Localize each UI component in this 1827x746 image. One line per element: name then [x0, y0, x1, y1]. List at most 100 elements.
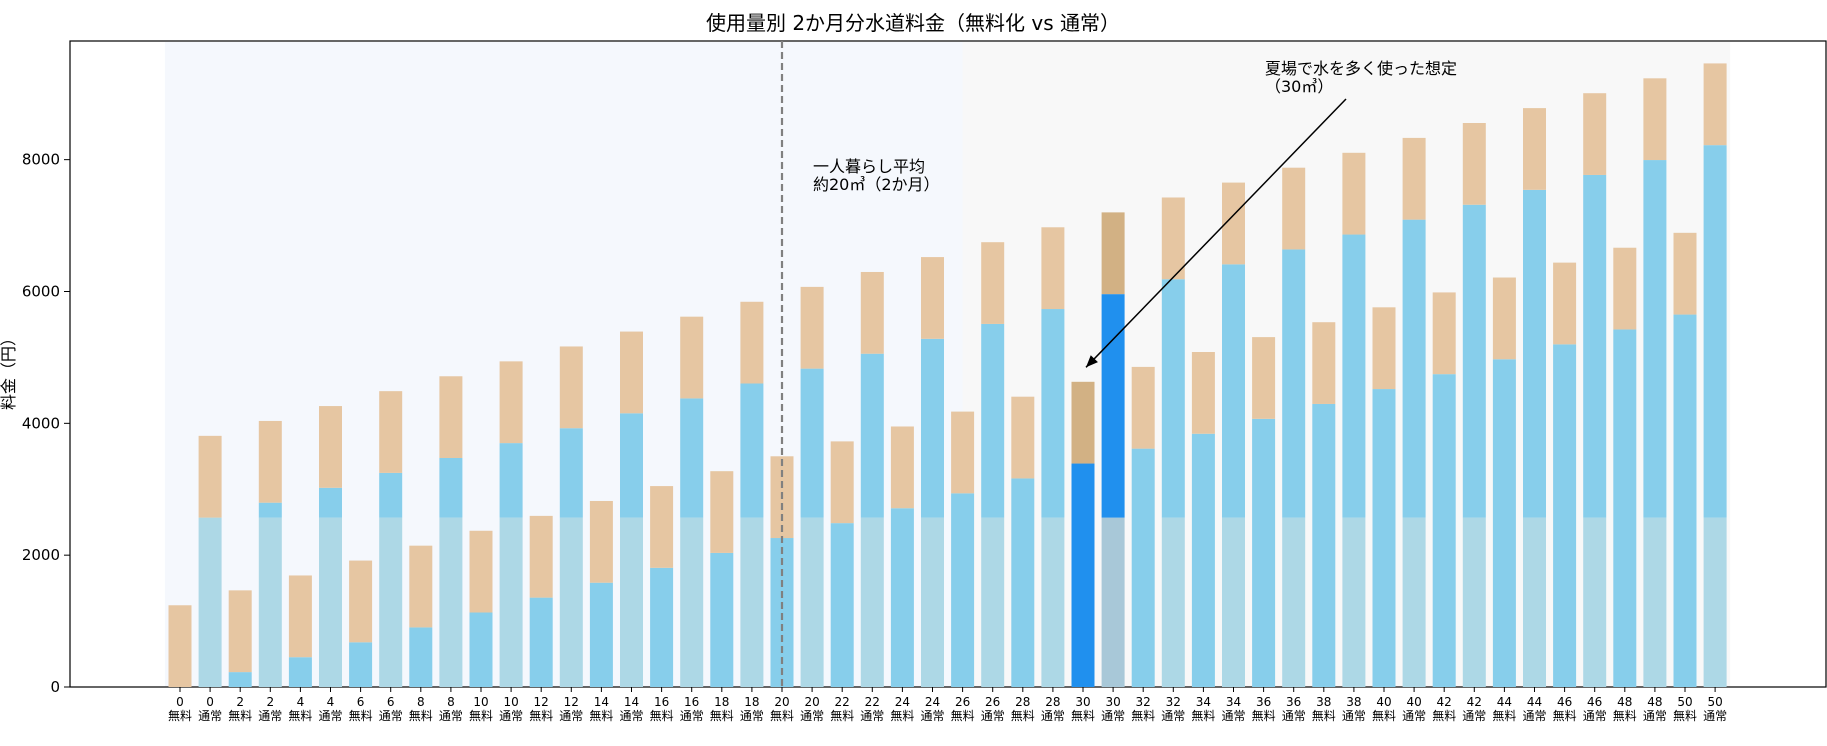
bar-40-series-1	[1372, 389, 1396, 687]
annotation-arrow-1	[1085, 98, 1347, 368]
bar-33-series-1	[1161, 279, 1185, 518]
bar-51-series-0	[1703, 517, 1727, 687]
bar-22-series-1	[830, 523, 854, 687]
x-tick-label-30: 30 無料	[1071, 695, 1095, 723]
bar-0-series-2	[168, 605, 192, 687]
x-tick-label-45: 44 通常	[1522, 695, 1546, 723]
bar-9-series-2	[439, 376, 463, 458]
bar-2-series-2	[228, 590, 252, 673]
bar-5-series-0	[319, 517, 342, 687]
x-tick-label-12: 12 無料	[529, 695, 553, 723]
x-tick-label-11: 10 通常	[499, 695, 523, 723]
chart-title: 使用量別 2か月分水道料金（無料化 vs 通常）	[706, 11, 1120, 35]
x-tick-label-3: 2 通常	[258, 695, 282, 723]
x-tick-label-21: 20 通常	[800, 695, 824, 723]
x-tick-label-14: 14 無料	[589, 695, 613, 723]
annotations: 一人暮らし平均約20㎥（2か月） 夏場で水を多く使った想定（30㎥）	[813, 59, 1457, 368]
x-tick-label-0: 0 無料	[168, 695, 192, 723]
x-tick-label-22: 22 無料	[830, 695, 854, 723]
bar-37-series-0	[1282, 517, 1306, 687]
bar-50-series-2	[1673, 232, 1697, 315]
x-tick-label-31: 30 通常	[1101, 695, 1125, 723]
bar-15-series-1	[620, 413, 643, 518]
bar-39-series-0	[1342, 517, 1366, 687]
bar-24-series-1	[890, 508, 914, 687]
bar-7-series-1	[379, 472, 403, 518]
bar-9-series-0	[439, 517, 463, 687]
bar-34-series-2	[1191, 352, 1215, 434]
bar-36-series-1	[1252, 418, 1276, 687]
bar-25-series-1	[921, 338, 944, 518]
bar-25-series-2	[921, 257, 944, 339]
bar-14-series-2	[589, 500, 613, 583]
x-tick-label-13: 12 通常	[559, 695, 583, 723]
x-tick-label-2: 2 無料	[228, 695, 252, 723]
bar-43-series-1	[1462, 204, 1486, 518]
x-tick-label-17: 16 通常	[680, 695, 704, 723]
x-tick-label-19: 18 通常	[740, 695, 764, 723]
bar-50-series-1	[1673, 314, 1697, 687]
bar-27-series-1	[981, 323, 1005, 518]
x-tick-label-25: 24 通常	[920, 695, 944, 723]
y-axis: 0 2000 4000 6000 8000	[22, 151, 70, 696]
x-tick-label-34: 34 無料	[1191, 695, 1215, 723]
bar-32-series-1	[1131, 448, 1155, 687]
bar-28-series-1	[1011, 478, 1035, 687]
x-tick-label-50: 50 無料	[1673, 695, 1697, 723]
plot-frame	[69, 40, 1827, 688]
annotation-0: 一人暮らし平均約20㎥（2か月）	[813, 157, 940, 194]
bar-33-series-0	[1161, 517, 1185, 687]
x-tick-label-39: 38 通常	[1342, 695, 1366, 723]
bar-6-series-1	[349, 642, 373, 687]
bar-11-series-2	[499, 361, 523, 444]
bars	[168, 63, 1727, 687]
bar-48-series-2	[1613, 247, 1637, 330]
bar-23-series-2	[860, 271, 884, 354]
bar-19-series-0	[740, 517, 764, 687]
bar-23-series-1	[860, 353, 884, 518]
bar-29-series-1	[1041, 309, 1065, 518]
x-tick-label-49: 48 通常	[1643, 695, 1667, 723]
x-tick-label-28: 28 無料	[1011, 695, 1035, 723]
bar-10-series-1	[469, 612, 493, 687]
bar-37-series-1	[1282, 249, 1306, 518]
bar-45-series-2	[1523, 108, 1546, 190]
bar-4-series-1	[288, 657, 312, 687]
bar-49-series-0	[1643, 517, 1667, 687]
bar-39-series-2	[1342, 152, 1366, 235]
x-tick-label-43: 42 通常	[1462, 695, 1486, 723]
bar-35-series-2	[1222, 182, 1245, 265]
x-tick-label-10: 10 無料	[469, 695, 493, 723]
x-tick-label-42: 42 無料	[1432, 695, 1456, 723]
bar-36-series-2	[1252, 337, 1276, 419]
bar-24-series-2	[890, 426, 914, 509]
bar-31-series-1	[1101, 294, 1125, 518]
bar-30-series-1	[1071, 463, 1095, 687]
bar-5-series-1	[319, 487, 342, 518]
bar-46-series-2	[1553, 262, 1577, 345]
x-tick-label-35: 34 通常	[1221, 695, 1245, 723]
bar-35-series-1	[1222, 264, 1245, 518]
bar-3-series-0	[258, 517, 282, 687]
y-tick-label-8000: 8000	[22, 151, 60, 169]
x-tick-label-38: 38 無料	[1312, 695, 1336, 723]
bar-13-series-2	[559, 346, 583, 429]
bar-19-series-1	[740, 383, 764, 518]
x-tick-label-24: 24 無料	[890, 695, 914, 723]
bar-30-series-2	[1071, 381, 1095, 464]
bar-45-series-0	[1523, 517, 1546, 687]
bar-32-series-2	[1131, 366, 1155, 449]
bar-23-series-0	[860, 517, 884, 687]
bar-43-series-0	[1462, 517, 1486, 687]
bar-49-series-2	[1643, 78, 1667, 161]
bar-4-series-2	[288, 575, 312, 658]
bar-38-series-1	[1312, 403, 1336, 687]
bar-9-series-1	[439, 457, 463, 518]
x-tick-label-44: 44 無料	[1492, 695, 1516, 723]
bar-7-series-0	[379, 517, 403, 687]
bar-17-series-1	[680, 398, 704, 518]
bar-25-series-0	[921, 517, 944, 687]
x-tick-label-26: 26 無料	[951, 695, 975, 723]
